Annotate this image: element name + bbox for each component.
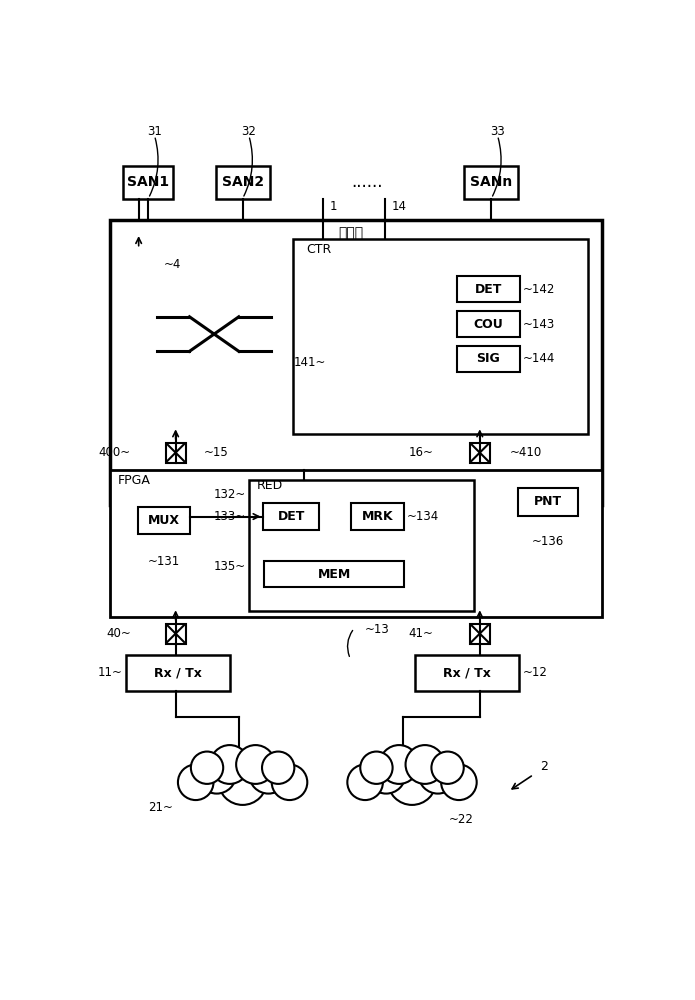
Circle shape: [360, 752, 393, 784]
Text: 冗余盒: 冗余盒: [338, 226, 363, 240]
Circle shape: [249, 755, 288, 794]
Text: DET: DET: [277, 510, 305, 523]
FancyBboxPatch shape: [415, 655, 518, 691]
Text: FPGA: FPGA: [118, 474, 151, 487]
Text: 135~: 135~: [213, 560, 246, 573]
Text: 400~: 400~: [99, 446, 131, 459]
Text: MEM: MEM: [318, 568, 351, 581]
Text: ~136: ~136: [532, 535, 564, 548]
FancyBboxPatch shape: [470, 443, 490, 463]
Text: ~15: ~15: [204, 446, 229, 459]
Text: 33: 33: [490, 125, 505, 138]
Text: PNT: PNT: [534, 495, 562, 508]
FancyBboxPatch shape: [293, 239, 587, 434]
Circle shape: [418, 755, 457, 794]
Text: Rx / Tx: Rx / Tx: [443, 666, 491, 679]
Text: SANn: SANn: [471, 175, 512, 189]
Text: ......: ......: [352, 173, 383, 191]
Circle shape: [218, 756, 267, 805]
Text: ~410: ~410: [510, 446, 542, 459]
Text: ~12: ~12: [523, 666, 548, 679]
Text: 14: 14: [391, 200, 406, 213]
FancyBboxPatch shape: [123, 166, 173, 199]
Circle shape: [348, 764, 383, 800]
FancyBboxPatch shape: [351, 503, 404, 530]
Text: 32: 32: [241, 125, 256, 138]
Text: ~4: ~4: [164, 258, 181, 271]
Circle shape: [191, 752, 223, 784]
Text: 21~: 21~: [149, 801, 173, 814]
Circle shape: [441, 764, 477, 800]
Circle shape: [406, 745, 444, 784]
Text: 132~: 132~: [213, 488, 246, 501]
Text: SIG: SIG: [476, 352, 500, 365]
Text: RED: RED: [256, 479, 283, 492]
Circle shape: [379, 745, 418, 784]
FancyBboxPatch shape: [138, 507, 190, 534]
FancyBboxPatch shape: [111, 220, 602, 505]
Text: 141~: 141~: [293, 356, 326, 369]
FancyBboxPatch shape: [457, 346, 520, 372]
Text: 41~: 41~: [409, 627, 434, 640]
Text: 11~: 11~: [97, 666, 122, 679]
Text: 1: 1: [329, 200, 337, 213]
FancyBboxPatch shape: [129, 255, 149, 275]
Text: SAN1: SAN1: [127, 175, 170, 189]
FancyBboxPatch shape: [165, 443, 186, 463]
Text: ~13: ~13: [364, 623, 389, 636]
Text: DET: DET: [475, 283, 502, 296]
FancyBboxPatch shape: [263, 503, 319, 530]
Circle shape: [178, 764, 213, 800]
Circle shape: [262, 752, 295, 784]
FancyBboxPatch shape: [457, 311, 520, 337]
Circle shape: [197, 755, 236, 794]
Text: 40~: 40~: [106, 627, 131, 640]
FancyBboxPatch shape: [249, 480, 473, 611]
Circle shape: [211, 745, 249, 784]
Text: MUX: MUX: [148, 514, 180, 527]
Text: 2: 2: [541, 760, 548, 773]
Text: SAN2: SAN2: [222, 175, 263, 189]
FancyBboxPatch shape: [126, 655, 230, 691]
Text: ~142: ~142: [523, 283, 555, 296]
Text: ~131: ~131: [148, 555, 180, 568]
FancyBboxPatch shape: [215, 166, 270, 199]
FancyBboxPatch shape: [464, 166, 518, 199]
FancyBboxPatch shape: [111, 470, 602, 617]
Text: 16~: 16~: [409, 446, 434, 459]
Text: MRK: MRK: [361, 510, 393, 523]
Text: ~134: ~134: [407, 510, 439, 523]
FancyBboxPatch shape: [457, 276, 520, 302]
Text: 133~: 133~: [213, 510, 246, 523]
Circle shape: [236, 745, 275, 784]
Text: Rx / Tx: Rx / Tx: [154, 666, 202, 679]
Circle shape: [432, 752, 464, 784]
FancyBboxPatch shape: [264, 561, 404, 587]
Text: COU: COU: [473, 318, 503, 331]
Text: ~144: ~144: [523, 352, 555, 365]
Circle shape: [367, 755, 406, 794]
FancyBboxPatch shape: [470, 624, 490, 644]
Circle shape: [388, 756, 436, 805]
Circle shape: [272, 764, 307, 800]
Text: ~22: ~22: [449, 813, 474, 826]
Text: ~143: ~143: [523, 318, 555, 331]
FancyBboxPatch shape: [518, 488, 578, 516]
Text: CTR: CTR: [306, 243, 332, 256]
FancyBboxPatch shape: [165, 624, 186, 644]
Text: 31: 31: [147, 125, 162, 138]
